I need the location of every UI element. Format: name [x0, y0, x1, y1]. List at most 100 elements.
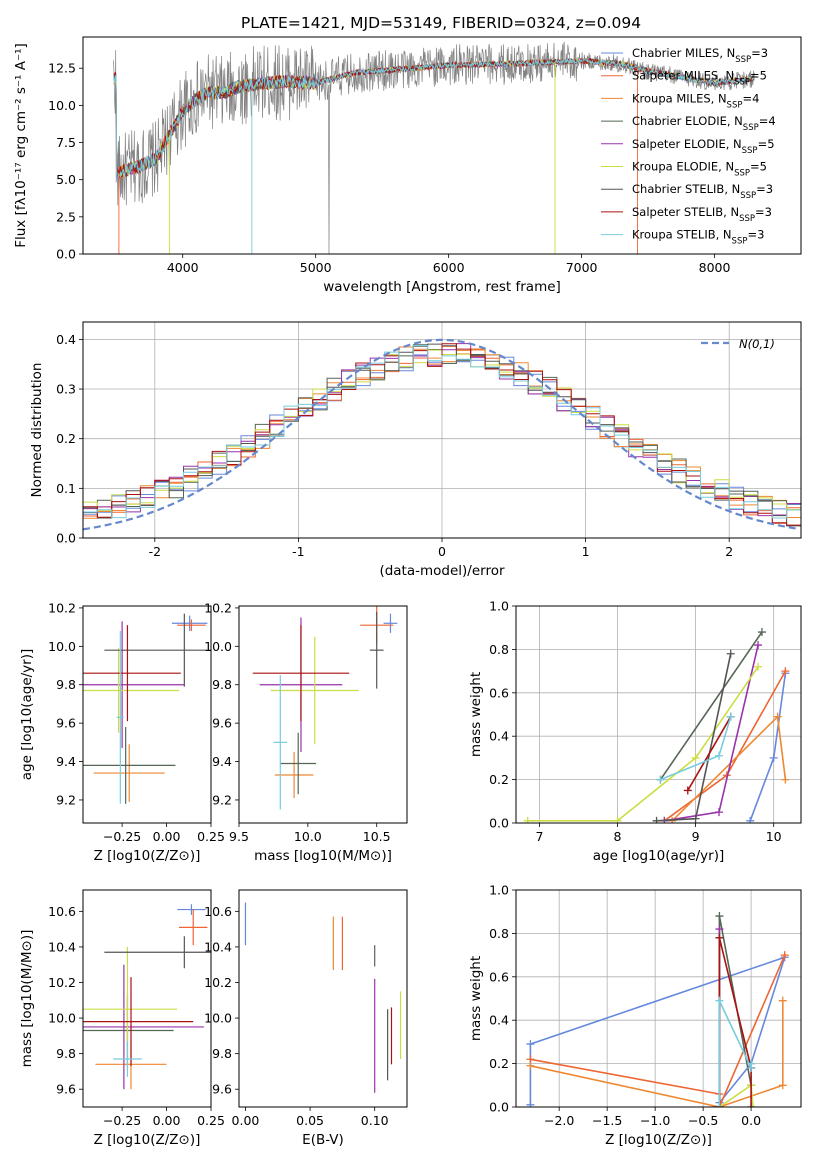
y-axis-label: mass weight: [468, 956, 484, 1041]
x-axis-label: mass [log10(M/M⊙)]: [254, 848, 392, 864]
y-axis-label: mass [log10(M/M⊙)]: [19, 930, 35, 1068]
x-axis-label: Z [log10(Z/Z⊙)]: [94, 1132, 201, 1148]
y-tick-label: 10.2: [48, 975, 76, 990]
x-tick-label: 10.5: [363, 829, 391, 844]
model-spectrum: [113, 57, 755, 178]
mass_vs_Z-axes: −0.25 0.00 0.25 9.6 9.8 10.0 10.2 10.4 10.6 Z [lo…: [19, 904, 225, 1148]
residuals-axes: -2 -1 0 1 2 0.0 0.1 0.2 0.3 0.4 (data-model)/error…: [29, 322, 801, 579]
y-tick-label: 10.6: [204, 904, 232, 919]
weight-marker: [754, 641, 763, 650]
x-tick-label: −0.25: [103, 1113, 141, 1128]
legend-name: Salpeter STELIB, N: [632, 205, 739, 219]
x-tick-label: −0.5: [688, 1113, 718, 1128]
y-tick-label: 10.6: [48, 904, 76, 919]
y-tick-label: 0.0: [489, 816, 509, 831]
legend-label: Salpeter ELODIE, NSSP=5: [632, 137, 775, 156]
legend-label: Chabrier ELODIE, NSSP=4: [632, 114, 776, 133]
y-axis-label: mass weight: [468, 672, 484, 757]
y-tick-label: 1.0: [489, 599, 509, 614]
y-tick-label: 0.3: [56, 382, 76, 397]
x-tick-label: 5000: [300, 260, 332, 275]
legend-subscript: SSP: [742, 146, 758, 156]
y-tick-label: 0.6: [489, 969, 509, 984]
y-tick-label: 0.4: [489, 1013, 509, 1028]
legend-name: Chabrier MILES, N: [632, 46, 735, 60]
legend-label: Salpeter MILES, NSSP=5: [632, 69, 767, 88]
weight-line: [687, 716, 732, 791]
weight-line: [527, 666, 759, 822]
y-tick-label: 7.5: [56, 135, 76, 150]
weight-marker: [773, 712, 782, 721]
y-tick-label: 9.6: [212, 1082, 232, 1097]
y-tick-label: 0.6: [489, 685, 509, 700]
weight_vs_Z-lines: [526, 912, 789, 1107]
x-tick-label: 2: [725, 544, 733, 559]
mass_vs_ebv-axes: 0.00 0.05 0.10 9.6 9.8 10.0 10.2 10.4 10.6 E(B-V): [204, 904, 388, 1148]
legend-name: Kroupa MILES, N: [632, 91, 727, 105]
legend-subscript: SSP: [727, 100, 743, 110]
histograms: [83, 338, 801, 531]
plot-frame: [515, 605, 802, 824]
y-tick-label: 0.0: [56, 531, 76, 546]
y-axis-label: Flux [fλ10⁻¹⁷ erg cm⁻² s⁻¹ A⁻¹]: [13, 43, 29, 248]
plot-frame: [515, 889, 802, 1108]
x-tick-label: 0.00: [153, 829, 181, 844]
weight-marker: [526, 1040, 535, 1049]
plot-frame: [82, 605, 212, 824]
legend-subscript: SSP: [740, 191, 756, 201]
y-tick-label: 10.0: [48, 639, 76, 654]
age_vs_mass-axes: 9.5 10.0 10.5 9.2 9.4 9.6 9.8 10.0 10.2 mass [log…: [204, 600, 392, 864]
legend-nssp: =4: [759, 114, 776, 128]
y-tick-label: 10.2: [204, 600, 232, 615]
mass_vs_ebv-points: [244, 902, 402, 1093]
y-tick-label: 9.2: [56, 792, 76, 807]
y-tick-label: 9.8: [212, 677, 232, 692]
weight-marker: [715, 808, 724, 817]
x-tick-label: 0.05: [296, 1113, 324, 1128]
weight-marker: [781, 667, 790, 676]
y-tick-label: 9.6: [212, 716, 232, 731]
weight-marker: [749, 1103, 758, 1107]
weight-marker: [780, 951, 789, 960]
legend-nssp: =3: [751, 46, 768, 60]
y-tick-label: 9.8: [56, 677, 76, 692]
model-spectrum: [113, 57, 638, 179]
weight-line: [749, 673, 787, 822]
weight-marker: [726, 649, 735, 658]
legend-nssp: =3: [756, 182, 773, 196]
x-tick-label: 7: [535, 829, 543, 844]
plot-frame: [82, 321, 802, 539]
weight-marker: [691, 753, 700, 762]
y-tick-label: 10.4: [204, 939, 232, 954]
residual-histogram: [83, 343, 801, 527]
weight-line: [718, 937, 752, 1107]
y-tick-label: 2.5: [56, 209, 76, 224]
weight-marker: [781, 775, 790, 784]
weight-line: [659, 631, 763, 781]
y-tick-label: 10.0: [48, 1011, 76, 1026]
age_vs_Z-axes: −0.25 0.00 0.25 9.2 9.4 9.6 9.8 10.0 10.2 Z [log1…: [19, 600, 225, 864]
y-tick-label: 10.2: [204, 975, 232, 990]
x-tick-label: −2.0: [544, 1113, 574, 1128]
x-tick-label: 10.0: [294, 829, 322, 844]
weight-marker: [778, 996, 787, 1005]
y-tick-label: 0.1: [56, 481, 76, 496]
x-tick-label: 6000: [433, 260, 465, 275]
weight-marker: [613, 816, 622, 823]
y-tick-label: 9.4: [212, 754, 232, 769]
y-tick-label: 10.4: [48, 939, 76, 954]
y-tick-label: 9.4: [56, 754, 76, 769]
x-tick-label: 0.00: [153, 1113, 181, 1128]
weight-marker: [526, 1100, 535, 1107]
y-tick-label: 9.8: [212, 1046, 232, 1061]
legend-subscript: SSP: [734, 78, 750, 88]
legend-name: Salpeter ELODIE, N: [632, 137, 742, 151]
y-tick-label: 10.0: [48, 98, 76, 113]
x-axis-label: (data-model)/error: [379, 563, 505, 579]
y-tick-label: 0.0: [489, 1100, 509, 1115]
weight-marker: [746, 816, 755, 823]
x-axis-label: Z [log10(Z/Z⊙)]: [94, 848, 201, 864]
x-axis-label: age [log10(age/yr)]: [593, 848, 725, 864]
age_vs_Z-points: [83, 613, 211, 804]
